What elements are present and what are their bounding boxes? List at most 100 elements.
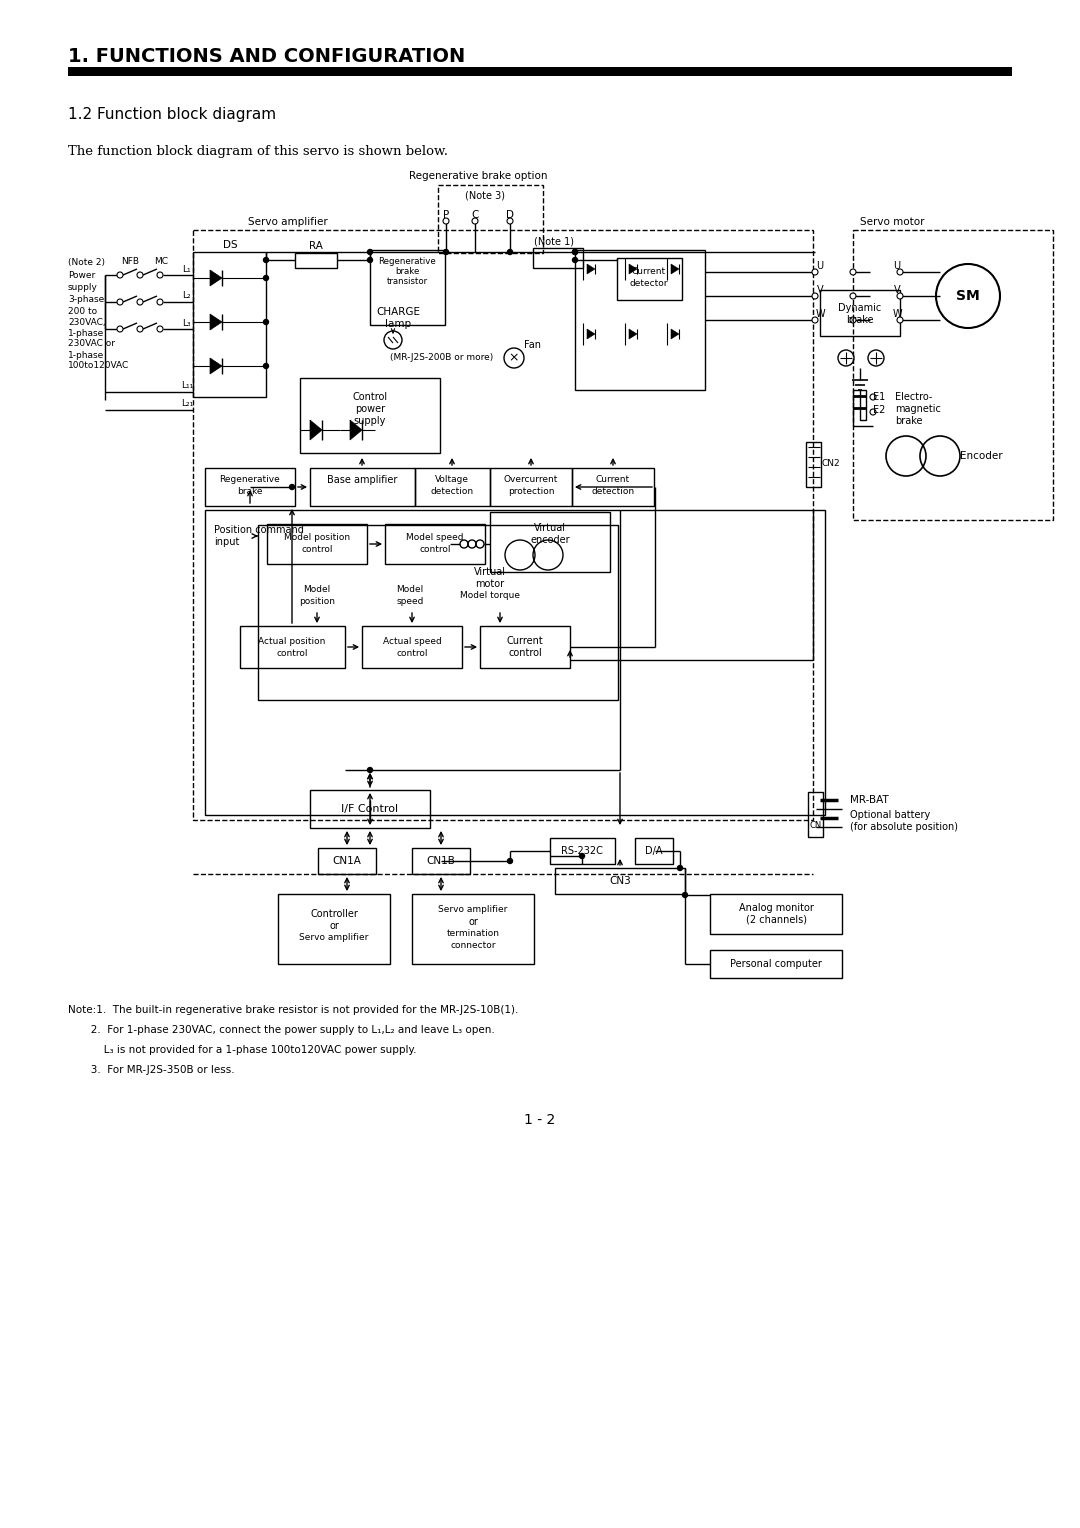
Bar bbox=[300, 377, 440, 452]
Polygon shape bbox=[210, 313, 222, 330]
Circle shape bbox=[264, 319, 269, 324]
Text: U: U bbox=[893, 261, 901, 270]
Circle shape bbox=[897, 316, 903, 322]
Text: Servo amplifier: Servo amplifier bbox=[438, 906, 508, 914]
Polygon shape bbox=[671, 329, 679, 339]
Circle shape bbox=[897, 269, 903, 275]
Circle shape bbox=[137, 325, 143, 332]
Text: input: input bbox=[214, 536, 240, 547]
Text: ×: × bbox=[509, 351, 519, 365]
Text: L₁: L₁ bbox=[181, 264, 190, 274]
Text: Control: Control bbox=[352, 393, 388, 402]
Circle shape bbox=[507, 219, 513, 225]
Polygon shape bbox=[210, 358, 222, 374]
Text: Regenerative brake option: Regenerative brake option bbox=[408, 171, 548, 180]
Text: Personal computer: Personal computer bbox=[730, 960, 822, 969]
Bar bbox=[411, 894, 534, 964]
Text: L₃: L₃ bbox=[181, 318, 190, 327]
Bar bbox=[193, 231, 813, 821]
Text: Current: Current bbox=[596, 475, 630, 484]
Circle shape bbox=[572, 249, 578, 255]
Text: Encoder: Encoder bbox=[960, 451, 1002, 461]
Circle shape bbox=[572, 249, 578, 255]
Text: Controller: Controller bbox=[310, 909, 357, 918]
Text: supply: supply bbox=[354, 416, 387, 426]
Text: Virtual: Virtual bbox=[534, 523, 566, 533]
Bar bbox=[258, 526, 618, 700]
Text: CN3: CN3 bbox=[609, 876, 631, 886]
Polygon shape bbox=[671, 264, 679, 274]
Text: control: control bbox=[419, 544, 450, 553]
Circle shape bbox=[367, 258, 373, 263]
Text: (Note 1): (Note 1) bbox=[534, 237, 573, 248]
Text: E2: E2 bbox=[873, 405, 886, 416]
Text: connector: connector bbox=[450, 941, 496, 950]
Text: CN1B: CN1B bbox=[427, 856, 456, 866]
Text: Optional battery: Optional battery bbox=[850, 810, 930, 821]
Text: E1: E1 bbox=[873, 393, 886, 402]
Text: D: D bbox=[507, 209, 514, 220]
Bar bbox=[572, 468, 654, 506]
Text: control: control bbox=[276, 648, 308, 657]
Text: L₁₁: L₁₁ bbox=[180, 382, 193, 391]
Bar bbox=[411, 848, 470, 874]
Circle shape bbox=[367, 767, 373, 773]
Text: V: V bbox=[816, 286, 823, 295]
Bar bbox=[853, 231, 1053, 520]
Text: CHARGE: CHARGE bbox=[376, 307, 420, 316]
Text: transistor: transistor bbox=[387, 278, 428, 287]
Bar bbox=[480, 626, 570, 668]
Text: brake: brake bbox=[895, 416, 922, 426]
Text: Servo amplifier: Servo amplifier bbox=[248, 217, 327, 228]
Text: L₂: L₂ bbox=[181, 292, 190, 301]
Text: magnetic: magnetic bbox=[895, 403, 941, 414]
Text: power: power bbox=[355, 403, 386, 414]
Text: control: control bbox=[301, 544, 333, 553]
Circle shape bbox=[443, 219, 449, 225]
Text: 1 - 2: 1 - 2 bbox=[525, 1112, 555, 1128]
Text: Model: Model bbox=[303, 585, 330, 594]
Text: 200 to: 200 to bbox=[68, 307, 97, 315]
Text: termination: termination bbox=[446, 929, 499, 938]
Circle shape bbox=[117, 272, 123, 278]
Text: Servo amplifier: Servo amplifier bbox=[299, 934, 368, 943]
Text: Overcurrent: Overcurrent bbox=[503, 475, 558, 484]
Text: 1-phase: 1-phase bbox=[68, 329, 105, 338]
Text: position: position bbox=[299, 597, 335, 607]
Text: SM: SM bbox=[956, 289, 980, 303]
Bar bbox=[550, 837, 615, 863]
Text: Power: Power bbox=[68, 270, 95, 280]
Text: 1. FUNCTIONS AND CONFIGURATION: 1. FUNCTIONS AND CONFIGURATION bbox=[68, 47, 465, 67]
Text: 1-phase: 1-phase bbox=[68, 350, 105, 359]
Text: Servo motor: Servo motor bbox=[860, 217, 924, 228]
Circle shape bbox=[677, 865, 683, 871]
Circle shape bbox=[812, 269, 818, 275]
Circle shape bbox=[157, 272, 163, 278]
Bar bbox=[490, 512, 610, 571]
Text: D/A: D/A bbox=[645, 847, 663, 856]
Text: RA: RA bbox=[309, 241, 323, 251]
Text: control: control bbox=[508, 648, 542, 659]
Text: Model: Model bbox=[396, 585, 423, 594]
Circle shape bbox=[508, 859, 513, 863]
Circle shape bbox=[812, 316, 818, 322]
Bar bbox=[490, 468, 572, 506]
Text: (Note 3): (Note 3) bbox=[465, 191, 505, 202]
Text: 3.  For MR-J2S-350B or less.: 3. For MR-J2S-350B or less. bbox=[68, 1065, 234, 1076]
Circle shape bbox=[264, 364, 269, 368]
Text: CN1A: CN1A bbox=[333, 856, 362, 866]
Text: or: or bbox=[329, 921, 339, 931]
Bar bbox=[860, 390, 866, 420]
Bar bbox=[534, 248, 583, 267]
Text: Current: Current bbox=[507, 636, 543, 646]
Bar bbox=[278, 894, 390, 964]
Polygon shape bbox=[588, 329, 595, 339]
Text: (Note 2): (Note 2) bbox=[68, 258, 105, 266]
Circle shape bbox=[367, 249, 373, 255]
Bar bbox=[68, 67, 1012, 76]
Bar bbox=[438, 185, 543, 254]
Text: Regenerative: Regenerative bbox=[219, 475, 281, 484]
Text: 230VAC or: 230VAC or bbox=[68, 339, 114, 348]
Text: Model position: Model position bbox=[284, 532, 350, 541]
Circle shape bbox=[264, 275, 269, 281]
